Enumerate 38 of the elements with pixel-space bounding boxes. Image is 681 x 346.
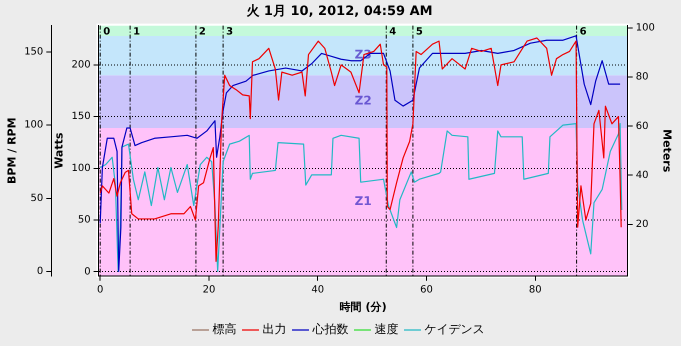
y2-tick-label: 100 bbox=[636, 22, 655, 34]
x-tick-label: 0 bbox=[97, 284, 104, 296]
legend-label: 速度 bbox=[374, 322, 398, 336]
y2-axis-title: Meters bbox=[660, 129, 674, 173]
y3-tick-label: 50 bbox=[30, 192, 44, 204]
annotation: 6 bbox=[580, 26, 587, 38]
y3-tick-label: 100 bbox=[24, 120, 44, 131]
legend-label: 出力 bbox=[262, 322, 286, 336]
x-tick-label: 40 bbox=[311, 284, 324, 296]
y3-tick-label: 150 bbox=[24, 46, 44, 58]
y-tick-label: 50 bbox=[78, 214, 91, 226]
y-tick-label: 200 bbox=[71, 59, 91, 70]
y-tick-label: 100 bbox=[71, 162, 91, 174]
annotation: 4 bbox=[389, 26, 396, 38]
y-axis-title: Watts bbox=[52, 132, 66, 169]
y3-axis-title: BPM / RPM bbox=[5, 117, 18, 184]
y-tick-label: 150 bbox=[71, 111, 91, 122]
annotation: 0 bbox=[103, 26, 110, 38]
y3-tick-label: 0 bbox=[36, 266, 44, 278]
annotation: 3 bbox=[226, 26, 234, 38]
annotation: 2 bbox=[198, 26, 206, 38]
y-tick-label: 0 bbox=[84, 266, 91, 278]
y2-tick-label: 60 bbox=[636, 120, 648, 132]
y2-tick-label: 80 bbox=[636, 72, 648, 83]
legend-label: 標高 bbox=[212, 322, 236, 336]
x-tick-label: 60 bbox=[420, 284, 433, 296]
y2-tick-label: 20 bbox=[636, 218, 648, 230]
legend-label: 心拍数 bbox=[312, 322, 348, 336]
x-tick-label: 20 bbox=[202, 284, 216, 296]
chart-title: 火 1月 10, 2012, 04:59 AM bbox=[245, 4, 433, 20]
annotation: 1 bbox=[133, 26, 140, 38]
band-label: Z2 bbox=[354, 94, 372, 108]
annotation: 5 bbox=[416, 26, 423, 38]
y2-tick-label: 40 bbox=[636, 170, 648, 181]
band-label: Z1 bbox=[354, 194, 372, 208]
x-axis-title: 時間 (分) bbox=[340, 300, 387, 314]
x-tick-label: 80 bbox=[528, 284, 542, 296]
legend-label: ケイデンス bbox=[424, 322, 484, 336]
